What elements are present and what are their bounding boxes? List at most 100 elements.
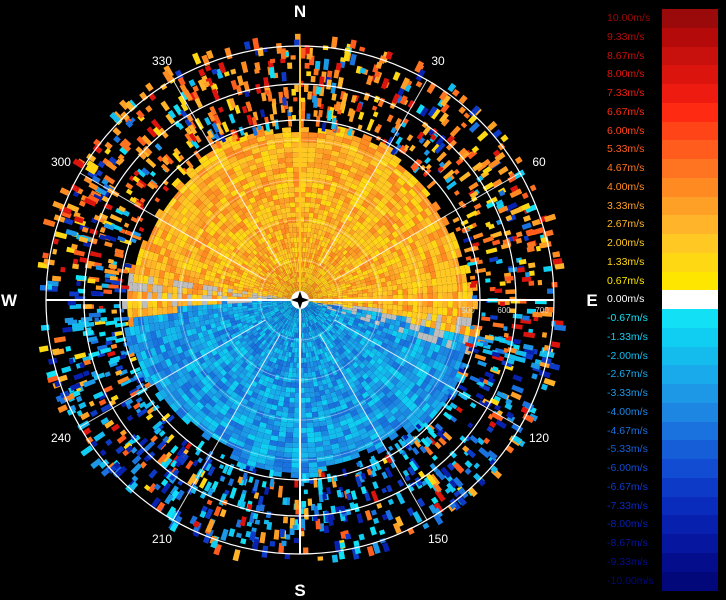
legend-label: 10.00m/s [607, 12, 651, 24]
legend-label: -4.67m/s [607, 424, 648, 437]
legend-entry: 8.00m/s [606, 65, 718, 85]
legend-entry: 4.67m/s [606, 159, 718, 178]
legend-label: -1.33m/s [607, 330, 648, 343]
legend-swatch [662, 271, 718, 291]
legend-entry: 0.67m/s [606, 271, 718, 291]
legend-label: 3.33m/s [607, 199, 645, 212]
legend-entry: -2.00m/s [606, 346, 718, 366]
legend-swatch [662, 252, 718, 272]
legend-swatch [662, 552, 718, 572]
legend-entry: 2.67m/s [606, 215, 718, 235]
azimuth-label: 330 [152, 54, 172, 68]
legend-entry: -2.67m/s [606, 365, 718, 385]
legend-swatch [662, 177, 718, 197]
legend-entry: -5.33m/s [606, 440, 718, 460]
legend-entry: -8.67m/s [606, 534, 718, 553]
west-label: W [1, 291, 18, 310]
legend-label: -10.00m/s [607, 574, 654, 587]
legend-swatch [662, 27, 718, 47]
range-label: 600 [497, 306, 511, 315]
legend-swatch [662, 440, 718, 460]
legend-swatch [662, 140, 718, 160]
legend-label: 6.67m/s [607, 105, 645, 118]
grid-labels: N S W E 30 60 120 150 210 240 300 330 500 600 700 [1, 2, 598, 600]
legend-swatch [662, 534, 718, 553]
range-label: 500 [461, 306, 475, 315]
legend-swatch [662, 65, 718, 85]
legend-swatch [662, 571, 718, 591]
legend-swatch [662, 421, 718, 441]
azimuth-label: 60 [532, 155, 546, 169]
legend-swatch [662, 159, 718, 178]
legend-swatch [662, 290, 718, 310]
legend-entry: 6.00m/s [606, 121, 718, 141]
legend-entry: -1.33m/s [606, 327, 718, 347]
legend-label: -2.67m/s [607, 368, 648, 381]
legend-label: 8.00m/s [607, 68, 645, 81]
legend-label: -3.33m/s [607, 387, 648, 399]
legend-label: -7.33m/s [607, 499, 648, 512]
legend-label: -2.00m/s [607, 349, 648, 362]
legend-entry: -3.33m/s [606, 384, 718, 403]
legend-label: 9.33m/s [607, 30, 645, 43]
north-label: N [294, 2, 306, 21]
legend-label: 2.00m/s [607, 237, 645, 249]
legend-label: 4.67m/s [607, 162, 645, 174]
legend-entry: 3.33m/s [606, 196, 718, 216]
azimuth-label: 30 [431, 54, 445, 68]
legend-entry: -6.67m/s [606, 477, 718, 497]
legend-swatch [662, 215, 718, 235]
legend-swatch [662, 515, 718, 535]
legend-swatch [662, 384, 718, 403]
legend-label: 2.67m/s [607, 218, 645, 231]
legend-label: -9.33m/s [607, 555, 648, 568]
legend-swatch [662, 46, 718, 66]
legend-entry: -10.00m/s [606, 571, 718, 591]
legend-entry: -9.33m/s [606, 552, 718, 572]
legend-entry: 4.00m/s [606, 177, 718, 197]
legend-entry: -0.67m/s [606, 309, 718, 328]
legend-entry: 9.33m/s [606, 27, 718, 47]
legend-swatch [662, 84, 718, 103]
azimuth-label: 120 [529, 431, 549, 445]
legend-entry: -8.00m/s [606, 515, 718, 535]
legend-label: -5.33m/s [607, 443, 648, 456]
legend-entry: 0.00m/s [606, 290, 718, 310]
legend-entry: 7.33m/s [606, 84, 718, 103]
legend-label: 7.33m/s [607, 87, 645, 99]
legend-swatch [662, 496, 718, 516]
legend-entry: -4.67m/s [606, 421, 718, 441]
legend-swatch [662, 121, 718, 141]
legend-label: -4.00m/s [607, 405, 648, 418]
legend-entry: -7.33m/s [606, 496, 718, 516]
velocity-color-legend: 10.00m/s 9.33m/s 8.67m/s 8.00m/s 7.33m/s 6.67… [606, 9, 718, 591]
legend-label: 8.67m/s [607, 49, 645, 62]
azimuth-label: 150 [428, 532, 448, 546]
legend-swatch [662, 327, 718, 347]
legend-swatch [662, 459, 718, 478]
legend-swatch [662, 234, 718, 253]
legend-swatch [662, 402, 718, 422]
legend-label: -8.00m/s [607, 518, 648, 531]
legend-label: 5.33m/s [607, 143, 645, 156]
legend-label: 4.00m/s [607, 180, 645, 193]
legend-label: 1.33m/s [607, 255, 645, 268]
east-label: E [586, 291, 597, 310]
legend-entry: 1.33m/s [606, 252, 718, 272]
legend-swatch [662, 365, 718, 385]
legend-entry: -6.00m/s [606, 459, 718, 478]
legend-label: -8.67m/s [607, 537, 648, 549]
legend-swatch [662, 346, 718, 366]
legend-swatch [662, 196, 718, 216]
azimuth-label: 240 [51, 431, 71, 445]
legend-entry: 8.67m/s [606, 46, 718, 66]
azimuth-label: 300 [51, 155, 71, 169]
south-label: S [294, 581, 305, 600]
legend-label: 0.67m/s [607, 274, 645, 287]
range-label: 700 [535, 306, 549, 315]
legend-label: 6.00m/s [607, 124, 645, 137]
azimuth-label: 210 [152, 532, 172, 546]
legend-entry: -4.00m/s [606, 402, 718, 422]
legend-entry: 6.67m/s [606, 102, 718, 122]
legend-label: -0.67m/s [607, 312, 648, 324]
